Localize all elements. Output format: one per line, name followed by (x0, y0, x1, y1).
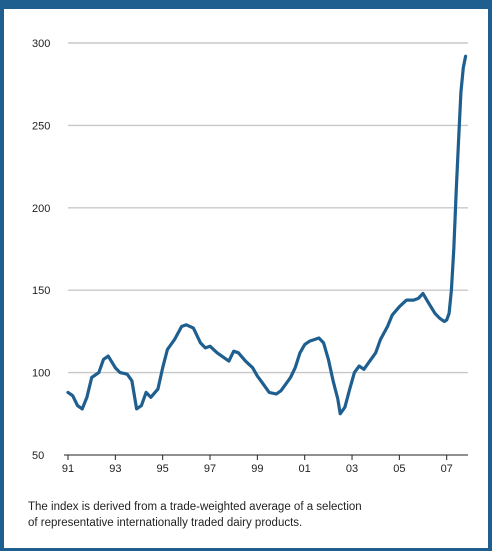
x-tick-label-97: 97 (204, 463, 216, 475)
x-tick-label-99: 99 (251, 463, 263, 475)
grid-layer (68, 42, 468, 374)
header-bar (0, 0, 492, 9)
y-tick-label-100: 100 (32, 368, 50, 380)
x-tick-label-93: 93 (109, 463, 121, 475)
y-tick-label-150: 150 (32, 285, 50, 297)
series-line-0 (66, 54, 468, 416)
y-tick-label-200: 200 (32, 203, 50, 215)
x-tick-label-91: 91 (62, 463, 74, 475)
chart-caption: The index is derived from a trade-weight… (28, 499, 478, 531)
x-tick-label-05: 05 (393, 463, 405, 475)
y-tick-label-250: 250 (32, 120, 50, 132)
caption-line-1: The index is derived from a trade-weight… (28, 501, 362, 513)
x-tick-label-07: 07 (441, 463, 453, 475)
x-tick-label-03: 03 (346, 463, 358, 475)
caption-line-2: of representative internationally traded… (28, 517, 303, 529)
x-tick-label-95: 95 (157, 463, 169, 475)
line-layer (66, 54, 468, 416)
axis-layer: 300 250 200 150 100 50 91 93 95 97 99 01 03 05 07 (32, 38, 468, 475)
y-tick-label-50: 50 (32, 450, 44, 462)
x-tick-label-01: 01 (299, 463, 311, 475)
y-tick-label-300: 300 (32, 38, 50, 50)
